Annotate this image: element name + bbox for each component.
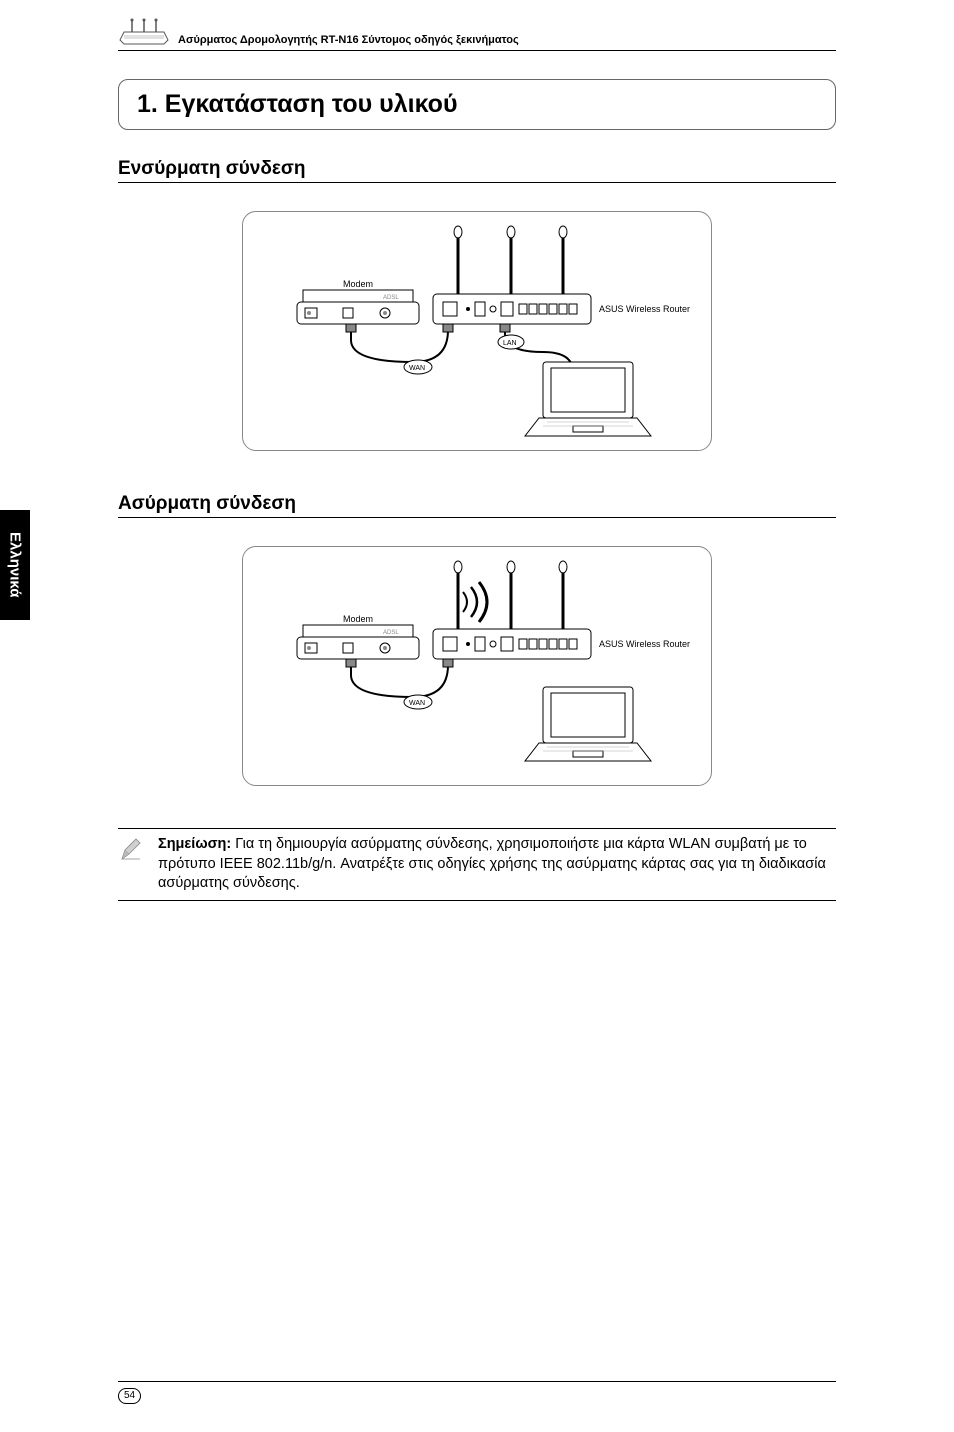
language-sidetab-label: Ελληνικά: [7, 532, 24, 597]
subheading-wireless: Ασύρματη σύνδεση: [118, 493, 836, 518]
pencil-icon: [118, 835, 146, 894]
diagram-wired-wrap: Modem ADSL: [118, 211, 836, 451]
diagram-label-router-2: ASUS Wireless Router: [599, 639, 690, 649]
page-header: Ασύρματος Δρομολογητής RT-N16 Σύντομος ο…: [0, 0, 954, 48]
section-heading-box: 1. Εγκατάσταση του υλικού: [118, 79, 836, 130]
diagram-label-modem-2: Modem: [343, 614, 373, 624]
subheading-wired: Ενσύρματη σύνδεση: [118, 158, 836, 183]
page-number: 54: [118, 1388, 141, 1404]
diagram-label-modem: Modem: [343, 279, 373, 289]
diagram-label-lan: LAN: [503, 340, 517, 347]
diagram-wireless: Modem ADSL: [242, 546, 712, 786]
note-text: Σημείωση: Για τη δημιουργία ασύρματης σύ…: [158, 835, 836, 894]
page-content: 1. Εγκατάσταση του υλικού Ενσύρματη σύνδ…: [0, 51, 954, 901]
svg-text:ADSL: ADSL: [383, 295, 399, 301]
diagram-label-wan: WAN: [409, 365, 425, 372]
footer-line: [118, 1381, 836, 1382]
router-icon: [118, 18, 170, 48]
note-body: Για τη δημιουργία ασύρματης σύνδεσης, χρ…: [158, 836, 826, 891]
diagram-label-wan-2: WAN: [409, 700, 425, 707]
diagram-wired: Modem ADSL: [242, 211, 712, 451]
header-text: Ασύρματος Δρομολογητής RT-N16 Σύντομος ο…: [178, 34, 519, 48]
note-block: Σημείωση: Για τη δημιουργία ασύρματης σύ…: [118, 828, 836, 901]
svg-text:ADSL: ADSL: [383, 630, 399, 636]
section-title: 1. Εγκατάσταση του υλικού: [137, 90, 817, 119]
diagram-wireless-wrap: Modem ADSL: [118, 546, 836, 786]
diagram-label-router: ASUS Wireless Router: [599, 304, 690, 314]
note-label: Σημείωση:: [158, 836, 231, 852]
language-sidetab: Ελληνικά: [0, 510, 30, 620]
